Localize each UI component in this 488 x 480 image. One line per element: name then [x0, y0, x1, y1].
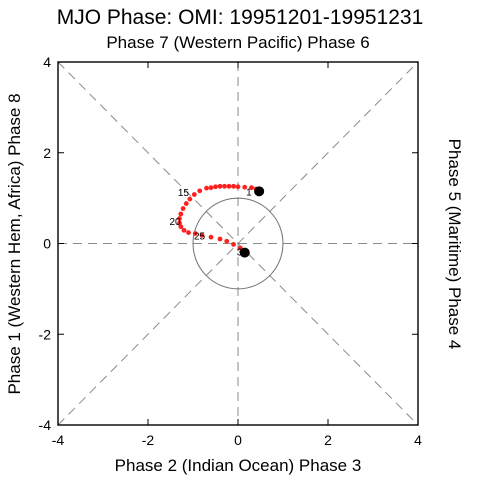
start-marker [254, 186, 265, 197]
y-tick-label: -4 [39, 417, 52, 433]
daily-point [181, 227, 187, 233]
daily-point [213, 184, 218, 190]
top-axis-label: Phase 7 (Western Pacific) Phase 6 [106, 33, 369, 52]
x-tick-label: -4 [52, 432, 65, 448]
daily-point [204, 185, 209, 191]
daily-point [208, 234, 214, 240]
daily-point [192, 231, 198, 236]
daily-point [199, 232, 205, 238]
x-tick-label: -2 [142, 432, 155, 448]
daily-point [249, 185, 254, 191]
right-axis-label: Phase 5 (Maritime) Phase 4 [445, 139, 464, 350]
chart-title: MJO Phase: OMI: 19951201-19951231 [57, 6, 424, 29]
daily-point [183, 201, 189, 206]
day-label: 25 [194, 231, 206, 242]
daily-point [208, 185, 214, 191]
x-tick-label: 4 [414, 432, 422, 448]
daily-point [186, 230, 191, 236]
daily-point [178, 211, 184, 217]
daily-point [177, 220, 182, 226]
day-label: 20 [170, 217, 182, 228]
daily-point [231, 242, 236, 247]
daily-point [224, 238, 230, 244]
daily-point [187, 196, 193, 202]
daily-point [242, 184, 248, 190]
day-label: 15 [178, 188, 190, 199]
daily-point [222, 183, 227, 189]
day-label: 1 [246, 187, 252, 198]
day-label: 31 [237, 248, 249, 259]
y-tick-label: 2 [43, 145, 51, 161]
daily-point [178, 224, 184, 230]
daily-point [180, 206, 186, 211]
daily-point [197, 188, 203, 194]
x-tick-label: 0 [234, 432, 242, 448]
left-axis-label: Phase 1 (Western Hem, Africa) Phase 8 [5, 93, 24, 394]
y-tick-label: -2 [39, 326, 52, 342]
daily-point [217, 183, 223, 189]
unit-circle [192, 197, 284, 290]
x-tick-label: 2 [324, 432, 332, 448]
y-tick-label: 4 [43, 54, 51, 70]
y-tick-label: 0 [43, 236, 51, 252]
bottom-axis-label: Phase 2 (Indian Ocean) Phase 3 [115, 456, 362, 475]
daily-point [191, 192, 197, 197]
plot-area: -4 -2 0 2 4 -4 -2 0 2 4 1 15 20 25 31 [39, 54, 423, 448]
daily-point [177, 216, 182, 221]
daily-point [217, 236, 223, 242]
daily-point [231, 183, 236, 189]
daily-point [235, 184, 241, 190]
daily-point [226, 183, 232, 189]
end-marker [239, 247, 250, 258]
